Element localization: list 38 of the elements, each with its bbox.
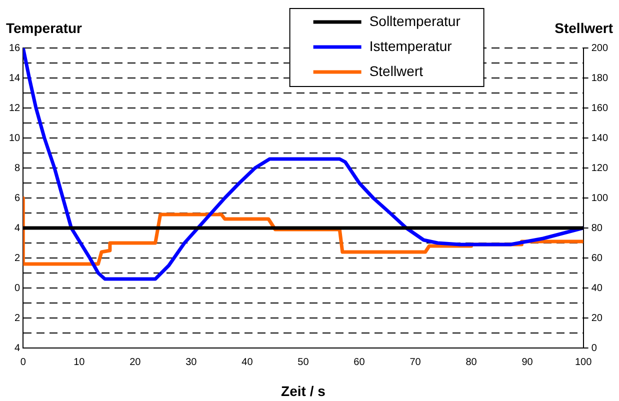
x-tick-label: 50 [298,356,310,368]
y-tick-label: 14 [9,72,21,84]
x-tick-label: 70 [410,356,422,368]
y-axis-title: Temperatur [6,20,83,36]
y2-tick-label: 200 [591,42,608,54]
y2-tick-label: 0 [591,342,598,354]
y-tick-label: 4 [14,342,21,354]
y-tick-label: 6 [14,192,21,204]
legend-label: Isttemperatur [369,38,452,54]
x-tick-label: 100 [574,356,592,368]
y2-tick-label: 180 [591,72,608,84]
y-tick-label: 12 [9,102,21,114]
y-tick-label: 10 [9,132,21,144]
y2-tick-label: 140 [591,132,608,144]
legend-label: Solltemperatur [369,12,461,29]
x-tick-label: 40 [242,356,254,368]
y2-tick-label: 60 [591,252,603,264]
y2-axis-title: Stellwert [554,20,614,36]
y2-tick-label: 40 [591,282,603,294]
legend-label: Stellwert [369,62,424,79]
x-axis-title: Zeit / s [281,383,326,399]
x-tick-label: 30 [186,356,198,368]
y2-tick-label: 20 [591,312,603,324]
y-tick-label: 2 [14,312,21,324]
x-tick-label: 60 [354,356,366,368]
x-tick-label: 90 [522,356,534,368]
x-tick-label: 80 [466,356,478,368]
y-tick-label: 16 [9,42,21,54]
y-tick-label: 8 [14,162,21,174]
y2-tick-label: 120 [591,162,608,174]
y-tick-label: 4 [14,222,21,234]
x-tick-label: 10 [74,356,86,368]
y-tick-label: 0 [14,282,21,294]
y2-tick-label: 100 [591,192,608,204]
y2-tick-label: 80 [591,222,603,234]
y2-tick-label: 160 [591,102,608,114]
x-tick-label: 20 [130,356,142,368]
y-tick-label: 2 [14,252,21,264]
